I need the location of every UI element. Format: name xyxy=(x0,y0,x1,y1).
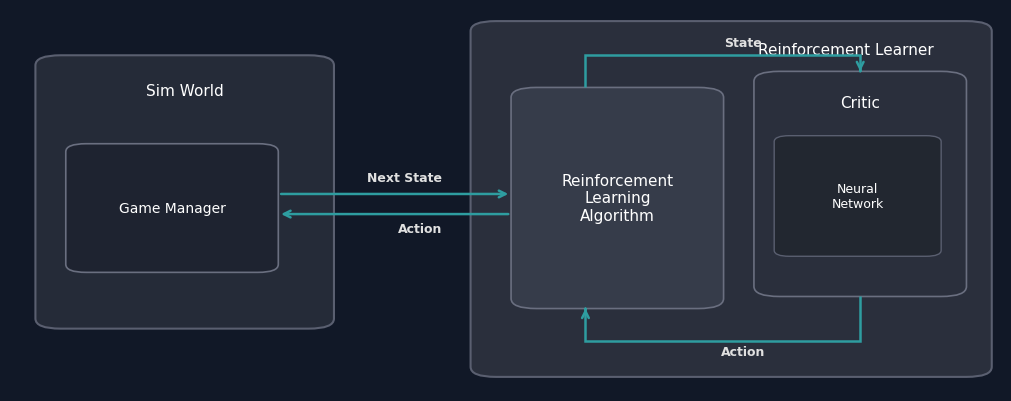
Text: State: State xyxy=(724,37,761,50)
Text: Critic: Critic xyxy=(839,96,880,111)
FancyBboxPatch shape xyxy=(511,88,723,309)
Text: Sim World: Sim World xyxy=(146,84,223,99)
Text: Reinforcement Learner: Reinforcement Learner xyxy=(757,43,933,58)
FancyBboxPatch shape xyxy=(66,144,278,273)
Text: Next State: Next State xyxy=(367,172,442,184)
Text: Game Manager: Game Manager xyxy=(118,202,225,215)
FancyBboxPatch shape xyxy=(35,56,334,329)
Text: Neural
Network: Neural Network xyxy=(831,182,883,211)
FancyBboxPatch shape xyxy=(753,72,966,297)
Text: Action: Action xyxy=(720,345,764,358)
Text: Action: Action xyxy=(397,223,442,235)
FancyBboxPatch shape xyxy=(470,22,991,377)
Text: Reinforcement
Learning
Algorithm: Reinforcement Learning Algorithm xyxy=(561,174,672,223)
FancyBboxPatch shape xyxy=(773,136,940,257)
